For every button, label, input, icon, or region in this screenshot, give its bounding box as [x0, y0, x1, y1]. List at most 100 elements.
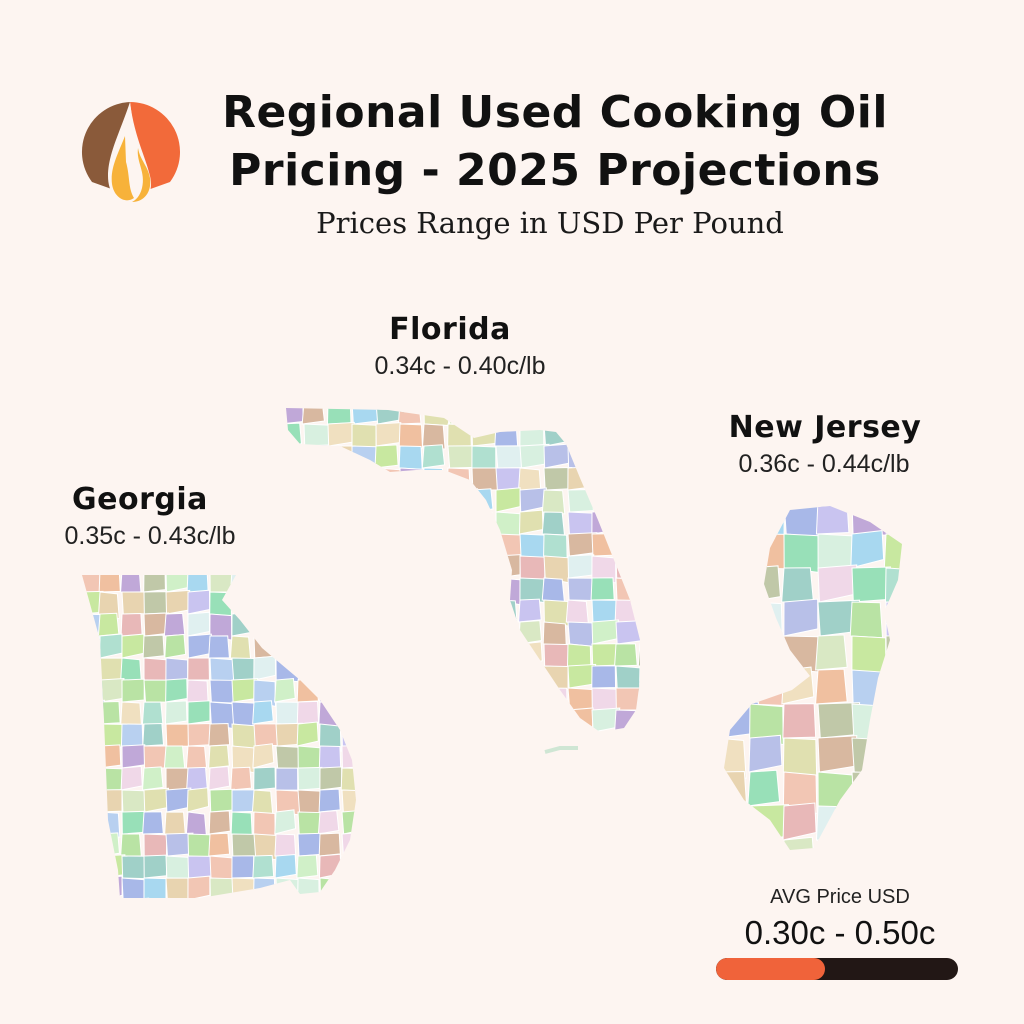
florida-county-112	[286, 553, 305, 579]
florida-county-8	[471, 408, 497, 425]
florida-county-50	[326, 465, 351, 491]
georgia-county-62	[297, 657, 324, 684]
florida-county-51	[351, 467, 379, 491]
georgia-county-8	[252, 575, 275, 593]
title-line-1: Regional Used Cooking Oil	[222, 87, 888, 138]
florida-county-11	[543, 408, 574, 427]
florida-county-190	[614, 643, 638, 667]
georgia-county-131	[99, 789, 123, 813]
new-jersey-county-13	[747, 565, 781, 603]
new-jersey-price: 0.36c - 0.44c/lb	[738, 450, 910, 478]
new-jersey-county-30	[724, 669, 756, 705]
new-jersey-county-44	[782, 737, 818, 777]
georgia-county-163	[231, 833, 258, 858]
florida-county-78	[614, 489, 639, 514]
florida-county-149	[399, 599, 428, 625]
florida-county-213	[399, 687, 424, 716]
florida-county-119	[446, 554, 471, 579]
georgia-county-79	[98, 701, 121, 725]
georgia-county-145	[121, 810, 146, 835]
florida-county-81	[303, 510, 334, 535]
florida-county-254	[613, 729, 638, 732]
georgia-county-155	[341, 809, 356, 835]
florida-county-91	[541, 511, 566, 536]
new-jersey-county-map	[724, 506, 902, 850]
georgia-county-157	[98, 832, 121, 857]
georgia-county-33	[231, 611, 255, 637]
georgia-county-74	[274, 677, 296, 703]
florida-county-99	[350, 533, 374, 557]
page-subtitle: Prices Range in USD Per Pound	[316, 206, 784, 240]
georgia-county-91	[82, 721, 102, 747]
new-jersey-county-31	[749, 669, 785, 707]
florida-county-201	[494, 664, 519, 689]
georgia-county-86	[252, 700, 274, 725]
florida-county-214	[423, 686, 452, 711]
georgia-county-52	[82, 656, 101, 681]
georgia-county-200	[188, 900, 210, 922]
georgia-county-14	[98, 591, 120, 620]
florida-county-194	[327, 664, 358, 689]
new-jersey-county-25	[749, 633, 785, 671]
georgia-county-191	[275, 877, 302, 898]
georgia-county-184	[121, 877, 149, 898]
georgia-county-11	[319, 575, 348, 593]
new-jersey-county-65	[883, 836, 902, 850]
georgia-county-199	[166, 900, 192, 925]
georgia-county-map	[82, 575, 356, 925]
florida-county-9	[495, 408, 524, 428]
florida-county-80	[286, 509, 309, 535]
florida-county-247	[446, 731, 471, 732]
georgia-county-207	[340, 897, 356, 898]
florida-county-143	[639, 576, 640, 601]
georgia-county-179	[296, 854, 319, 879]
florida-county-235	[541, 707, 566, 732]
florida-county-144	[286, 598, 308, 623]
georgia-county-44	[187, 633, 212, 659]
florida-county-248	[470, 731, 496, 732]
georgia-county-133	[143, 787, 170, 813]
georgia-county-45	[208, 635, 230, 659]
new-jersey-county-16	[851, 566, 891, 603]
florida-county-216	[471, 685, 496, 711]
florida-county-102	[422, 532, 446, 557]
florida-county-233	[494, 707, 519, 732]
florida-county-64	[286, 489, 305, 517]
new-jersey-county-55	[749, 804, 789, 841]
georgia-county-78	[82, 699, 105, 725]
florida-county-182	[423, 643, 451, 667]
florida-county-76	[567, 488, 599, 513]
georgia-county-37	[319, 612, 347, 637]
florida-county-145	[301, 599, 326, 626]
georgia-county-7	[229, 575, 252, 598]
florida-county-86	[423, 511, 454, 540]
georgia-county-50	[318, 633, 340, 659]
new-jersey-county-35	[885, 666, 902, 705]
georgia-county-0	[82, 575, 101, 594]
florida-county-94	[614, 509, 638, 535]
florida-county-20	[375, 422, 402, 447]
georgia-county-196	[100, 899, 125, 922]
florida-county-12	[567, 408, 595, 430]
georgia-county-46	[229, 635, 252, 662]
florida-county-133	[399, 577, 430, 603]
new-jersey-county-18	[724, 601, 747, 642]
georgia-county-73	[253, 679, 276, 707]
new-jersey-county-33	[815, 668, 848, 705]
georgia-county-106	[121, 744, 146, 769]
florida-county-54	[421, 467, 446, 492]
florida-county-72	[469, 488, 494, 513]
florida-county-249	[493, 731, 518, 732]
new-jersey-county-20	[783, 598, 819, 637]
florida-county-44	[567, 445, 595, 471]
florida-county-159	[639, 598, 640, 623]
florida-county-199	[446, 664, 471, 689]
florida-county-31	[639, 421, 640, 447]
florida-county-114	[327, 553, 354, 579]
florida-county-82	[326, 509, 350, 535]
georgia-county-189	[231, 877, 258, 898]
florida-county-184	[471, 642, 497, 667]
georgia-county-120	[141, 766, 164, 791]
georgia-county-194	[340, 877, 356, 898]
florida-county-173	[591, 619, 619, 645]
